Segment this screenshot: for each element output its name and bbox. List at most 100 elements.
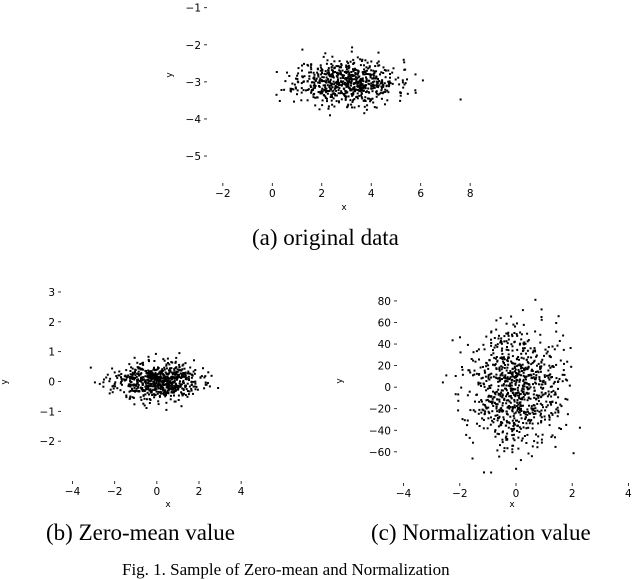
data-point — [558, 427, 561, 430]
data-point — [533, 389, 536, 392]
data-point — [320, 80, 323, 83]
data-point — [515, 333, 518, 336]
data-point — [347, 64, 350, 67]
data-point — [482, 409, 485, 412]
data-point — [136, 372, 139, 375]
data-point — [527, 397, 530, 400]
data-point — [335, 65, 338, 68]
data-point — [482, 427, 485, 430]
data-point — [511, 434, 514, 437]
data-point — [384, 76, 387, 79]
data-point — [541, 383, 544, 386]
x-tick-label: 4 — [368, 188, 375, 200]
data-point — [490, 384, 493, 387]
data-point — [313, 78, 316, 81]
data-point — [519, 404, 522, 407]
data-point — [178, 376, 181, 378]
data-point — [175, 378, 178, 381]
data-point — [336, 71, 338, 74]
data-point — [510, 396, 513, 399]
data-point — [506, 421, 509, 424]
data-point — [152, 388, 155, 391]
data-point — [370, 82, 373, 85]
data-point — [506, 360, 509, 363]
data-point — [174, 387, 177, 390]
data-point — [480, 377, 483, 380]
data-point — [530, 377, 533, 380]
data-point — [179, 383, 182, 386]
x-tick-label: 0 — [153, 486, 160, 498]
data-point — [540, 416, 543, 419]
data-point — [369, 76, 372, 79]
data-point — [190, 376, 193, 379]
data-point — [513, 366, 516, 369]
data-point — [125, 378, 128, 381]
data-point — [414, 91, 417, 94]
data-point — [526, 408, 529, 411]
data-point — [364, 96, 367, 99]
data-point — [172, 376, 175, 379]
data-point — [487, 395, 490, 398]
data-point — [518, 384, 521, 387]
data-point — [187, 375, 190, 378]
data-point — [156, 379, 159, 382]
data-point — [507, 331, 510, 334]
data-point — [178, 369, 181, 372]
data-point — [301, 69, 303, 72]
data-point — [333, 83, 336, 86]
data-point — [174, 386, 177, 389]
data-point — [551, 345, 554, 348]
data-point — [353, 74, 356, 77]
data-point — [508, 405, 511, 407]
data-point — [144, 393, 147, 396]
data-point — [365, 76, 367, 79]
data-point — [375, 92, 378, 95]
data-point — [370, 87, 373, 90]
data-point — [347, 67, 350, 70]
data-point — [542, 379, 545, 382]
data-point — [320, 79, 323, 81]
data-point — [498, 366, 501, 369]
data-point — [525, 442, 528, 444]
data-point — [372, 101, 375, 104]
data-point — [475, 350, 478, 353]
data-point — [488, 385, 491, 387]
data-point — [133, 384, 136, 387]
data-point — [519, 364, 522, 367]
data-point — [546, 374, 548, 377]
data-point — [357, 88, 359, 91]
data-point — [496, 360, 499, 363]
data-point — [324, 84, 327, 87]
data-point — [331, 96, 334, 98]
data-point — [549, 356, 552, 359]
data-point — [539, 368, 542, 371]
data-point — [331, 103, 334, 106]
data-point — [522, 357, 525, 360]
data-point — [487, 394, 490, 397]
data-point — [494, 376, 497, 379]
data-point — [151, 375, 154, 377]
data-point — [557, 411, 560, 414]
data-point — [520, 366, 523, 369]
data-point — [125, 369, 128, 372]
data-point — [517, 368, 520, 371]
data-point — [179, 380, 181, 383]
data-point — [309, 84, 312, 87]
data-point — [167, 386, 170, 389]
data-point — [533, 396, 536, 399]
data-point — [555, 401, 557, 404]
y-tick-label: 40 — [378, 339, 391, 351]
data-point — [347, 76, 350, 79]
data-point — [137, 374, 140, 377]
data-point — [472, 374, 474, 377]
data-point — [363, 64, 365, 67]
data-point — [501, 389, 504, 392]
data-point — [493, 418, 496, 420]
data-point — [387, 69, 390, 72]
data-point — [518, 426, 521, 429]
data-point — [319, 66, 322, 69]
data-point — [541, 404, 544, 406]
data-point — [516, 399, 519, 402]
data-point — [203, 387, 206, 390]
data-point — [180, 383, 183, 386]
